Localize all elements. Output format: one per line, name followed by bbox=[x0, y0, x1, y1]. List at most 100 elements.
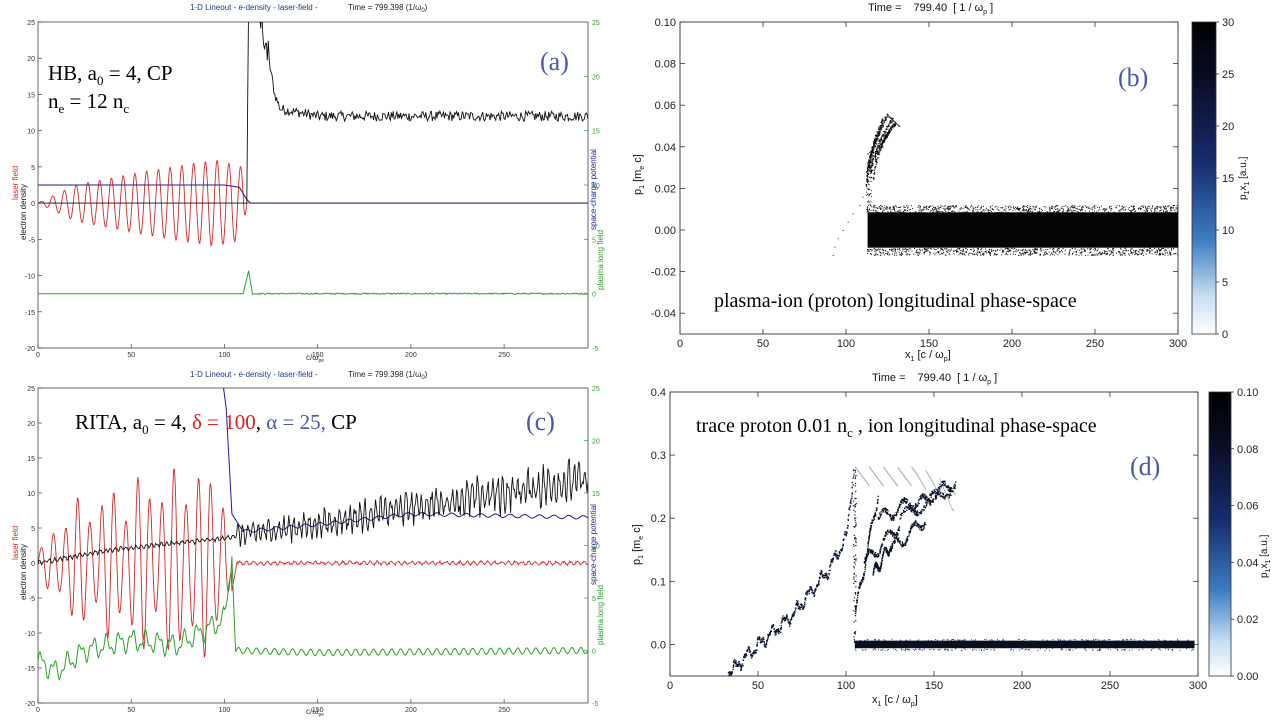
trace-proton-filament-point bbox=[879, 552, 881, 554]
ion-point bbox=[1074, 248, 1076, 250]
ion-point bbox=[944, 207, 946, 209]
ion-point bbox=[876, 207, 878, 209]
trace-proton-filament-point bbox=[883, 539, 885, 541]
trace-proton-point bbox=[756, 645, 758, 647]
trace-proton-point bbox=[767, 635, 770, 638]
ion-point bbox=[921, 209, 923, 211]
trace-proton-filament-point bbox=[895, 538, 898, 540]
trace-proton-filament-point bbox=[859, 583, 862, 585]
ion-point bbox=[943, 205, 945, 207]
trace-proton-filament-point bbox=[897, 540, 900, 542]
ion-point bbox=[1104, 250, 1106, 252]
trace-proton-point bbox=[855, 497, 857, 500]
trace-proton-plateau-point bbox=[960, 649, 962, 651]
ion-point bbox=[891, 250, 893, 252]
trace-proton-point bbox=[849, 506, 851, 508]
ion-point bbox=[1171, 210, 1173, 212]
reflected-ion-point bbox=[872, 147, 874, 149]
trace-proton-point bbox=[796, 603, 798, 605]
trace-proton-filament-point bbox=[912, 505, 914, 508]
trace-proton-filament-point bbox=[896, 533, 898, 535]
reflected-ion-point bbox=[880, 143, 882, 145]
ion-point bbox=[949, 207, 951, 209]
trace-proton-plateau-point bbox=[1075, 648, 1077, 650]
trace-proton-point bbox=[808, 590, 810, 593]
ion-point bbox=[1058, 248, 1060, 250]
trace-proton-point bbox=[808, 592, 810, 595]
ion-point bbox=[1174, 205, 1176, 207]
trace-proton-filament-point bbox=[908, 533, 910, 535]
trace-proton-plateau-point bbox=[909, 639, 911, 641]
ion-point bbox=[924, 250, 926, 252]
trace-proton-filament-point bbox=[933, 489, 936, 491]
ion-point bbox=[1018, 208, 1020, 210]
ion-point bbox=[949, 212, 951, 214]
reflected-ion-point bbox=[868, 164, 870, 166]
ion-point bbox=[977, 248, 979, 250]
trace-proton-filament-point bbox=[894, 533, 897, 536]
ion-point bbox=[1014, 206, 1016, 208]
trace-proton-filament-point bbox=[895, 515, 897, 517]
ion-point bbox=[1081, 206, 1083, 208]
reflected-ion-point bbox=[875, 143, 878, 145]
trace-proton-arc-point bbox=[870, 468, 872, 470]
trace-proton-point bbox=[733, 662, 735, 664]
ion-point bbox=[976, 253, 978, 255]
trace-proton-arc-point bbox=[887, 471, 889, 473]
trace-proton-filament-point bbox=[877, 517, 880, 519]
y-right-tick-label: -5 bbox=[592, 701, 598, 708]
trace-proton-point bbox=[789, 622, 792, 624]
trace-proton-point bbox=[854, 536, 856, 539]
trace-proton-arc-point bbox=[951, 507, 953, 509]
ion-point bbox=[1077, 206, 1079, 208]
trace-proton-filament-point bbox=[873, 516, 875, 518]
ion-point bbox=[944, 205, 946, 207]
trace-proton-plateau-point bbox=[1121, 639, 1123, 641]
ion-point bbox=[1106, 208, 1108, 210]
reflected-ion-point bbox=[892, 120, 894, 122]
ion-point bbox=[900, 254, 902, 256]
ion-point bbox=[959, 247, 961, 249]
ion-point bbox=[926, 209, 928, 211]
ion-point bbox=[1020, 253, 1022, 255]
trace-proton-filament-point bbox=[890, 519, 893, 521]
trace-proton-filament-point bbox=[881, 508, 884, 510]
trace-proton-point bbox=[787, 619, 789, 621]
ion-point bbox=[1040, 250, 1042, 252]
ion-point bbox=[1002, 250, 1004, 252]
ion-point bbox=[1056, 248, 1058, 250]
ion-point bbox=[956, 251, 958, 253]
trace-proton-plateau-point bbox=[1098, 639, 1100, 641]
trace-proton-filament-point bbox=[874, 512, 877, 515]
reflected-ion-point bbox=[870, 169, 872, 171]
trace-proton-plateau-point bbox=[1117, 648, 1119, 650]
ion-point bbox=[1099, 253, 1101, 255]
trace-proton-filament-point bbox=[907, 505, 909, 507]
trace-proton-filament-point bbox=[909, 530, 912, 533]
ion-point bbox=[890, 210, 892, 212]
trace-proton-filament-point bbox=[880, 513, 883, 515]
trace-proton-filament-point bbox=[938, 490, 941, 492]
trace-proton-point bbox=[839, 553, 841, 555]
reflected-ion-point bbox=[869, 160, 871, 162]
ion-point bbox=[950, 206, 952, 208]
ion-point bbox=[867, 249, 869, 251]
trace-proton-plateau-point bbox=[1087, 639, 1089, 641]
trace-proton-filament-point bbox=[868, 549, 871, 551]
trace-proton-plateau-point bbox=[1092, 649, 1094, 651]
ion-point bbox=[1007, 254, 1009, 256]
panel-b-phase-space-points bbox=[832, 113, 1178, 256]
reflected-ion-point bbox=[882, 118, 884, 120]
trace-proton-filament-point bbox=[891, 543, 894, 545]
ion-point bbox=[961, 250, 963, 252]
trace-proton-point bbox=[854, 485, 856, 487]
trace-proton-filament-point bbox=[867, 552, 870, 555]
ion-point bbox=[880, 254, 882, 256]
trace-proton-point bbox=[769, 631, 772, 634]
reflected-ion-point bbox=[890, 127, 892, 129]
trace-proton-point bbox=[853, 597, 856, 599]
ion-point bbox=[1103, 209, 1105, 211]
panel-d-x-axis: 0 50 100 150 200 250 300 bbox=[667, 392, 1207, 692]
ion-point bbox=[1149, 249, 1151, 251]
trace-proton-plateau-point bbox=[1118, 640, 1120, 642]
